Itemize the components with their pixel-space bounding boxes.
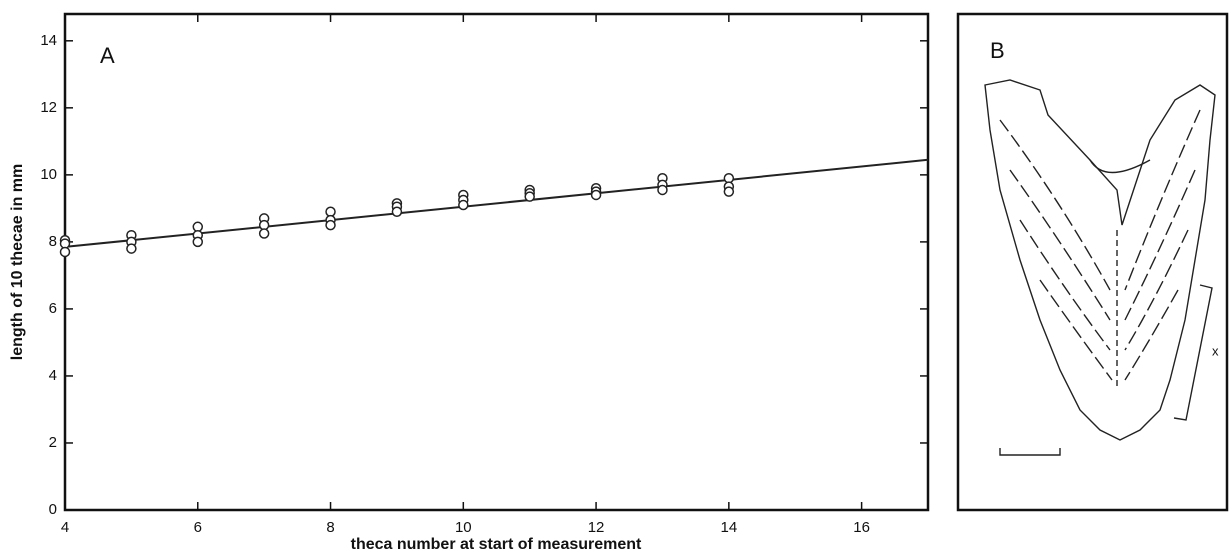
x-tick-label: 14 xyxy=(721,519,738,536)
data-point xyxy=(59,246,71,258)
plot-frame xyxy=(63,12,930,512)
y-tick-label: 4 xyxy=(49,367,57,384)
y-tick-label: 12 xyxy=(40,99,57,116)
panel-label: A xyxy=(100,43,115,68)
data-point xyxy=(723,186,735,197)
y-tick-label: 10 xyxy=(40,166,57,183)
x-axis-label: theca number at start of measurement xyxy=(351,536,642,553)
x-tick-label: 4 xyxy=(61,519,69,536)
x-tick-label: 16 xyxy=(853,519,870,536)
x-tick-label: 12 xyxy=(588,519,605,536)
x-tick-label: 8 xyxy=(326,519,334,536)
y-tick-label: 0 xyxy=(49,501,57,518)
data-point xyxy=(458,199,469,211)
outline-detail xyxy=(1089,159,1151,174)
y-tick-label: 8 xyxy=(49,233,57,250)
x-tick-label: 6 xyxy=(194,519,202,536)
y-tick-label: 14 xyxy=(40,32,57,49)
data-point xyxy=(657,184,668,196)
scale-bar xyxy=(999,448,1061,456)
x-tick-label: 10 xyxy=(455,519,472,536)
data-point xyxy=(524,191,535,202)
data-point xyxy=(192,236,204,248)
fit-line xyxy=(64,158,929,248)
panel-b: B x xyxy=(956,12,1229,512)
y-tick-label: 6 xyxy=(49,300,57,317)
data-point xyxy=(126,243,137,254)
y-tick-label: 2 xyxy=(49,434,57,451)
dimension-label: x xyxy=(1212,343,1219,358)
data-point xyxy=(325,219,336,231)
thecal-lines xyxy=(999,109,1201,381)
rhabdosome-outline xyxy=(984,79,1216,441)
data-point xyxy=(391,206,403,217)
y-axis-label: length of 10 thecae in mm xyxy=(9,164,26,360)
panel-label: B xyxy=(990,38,1005,63)
data-point xyxy=(258,228,270,239)
panel-b-frame xyxy=(956,12,1229,512)
data-point xyxy=(590,189,602,201)
dimension-bracket xyxy=(1173,284,1213,421)
